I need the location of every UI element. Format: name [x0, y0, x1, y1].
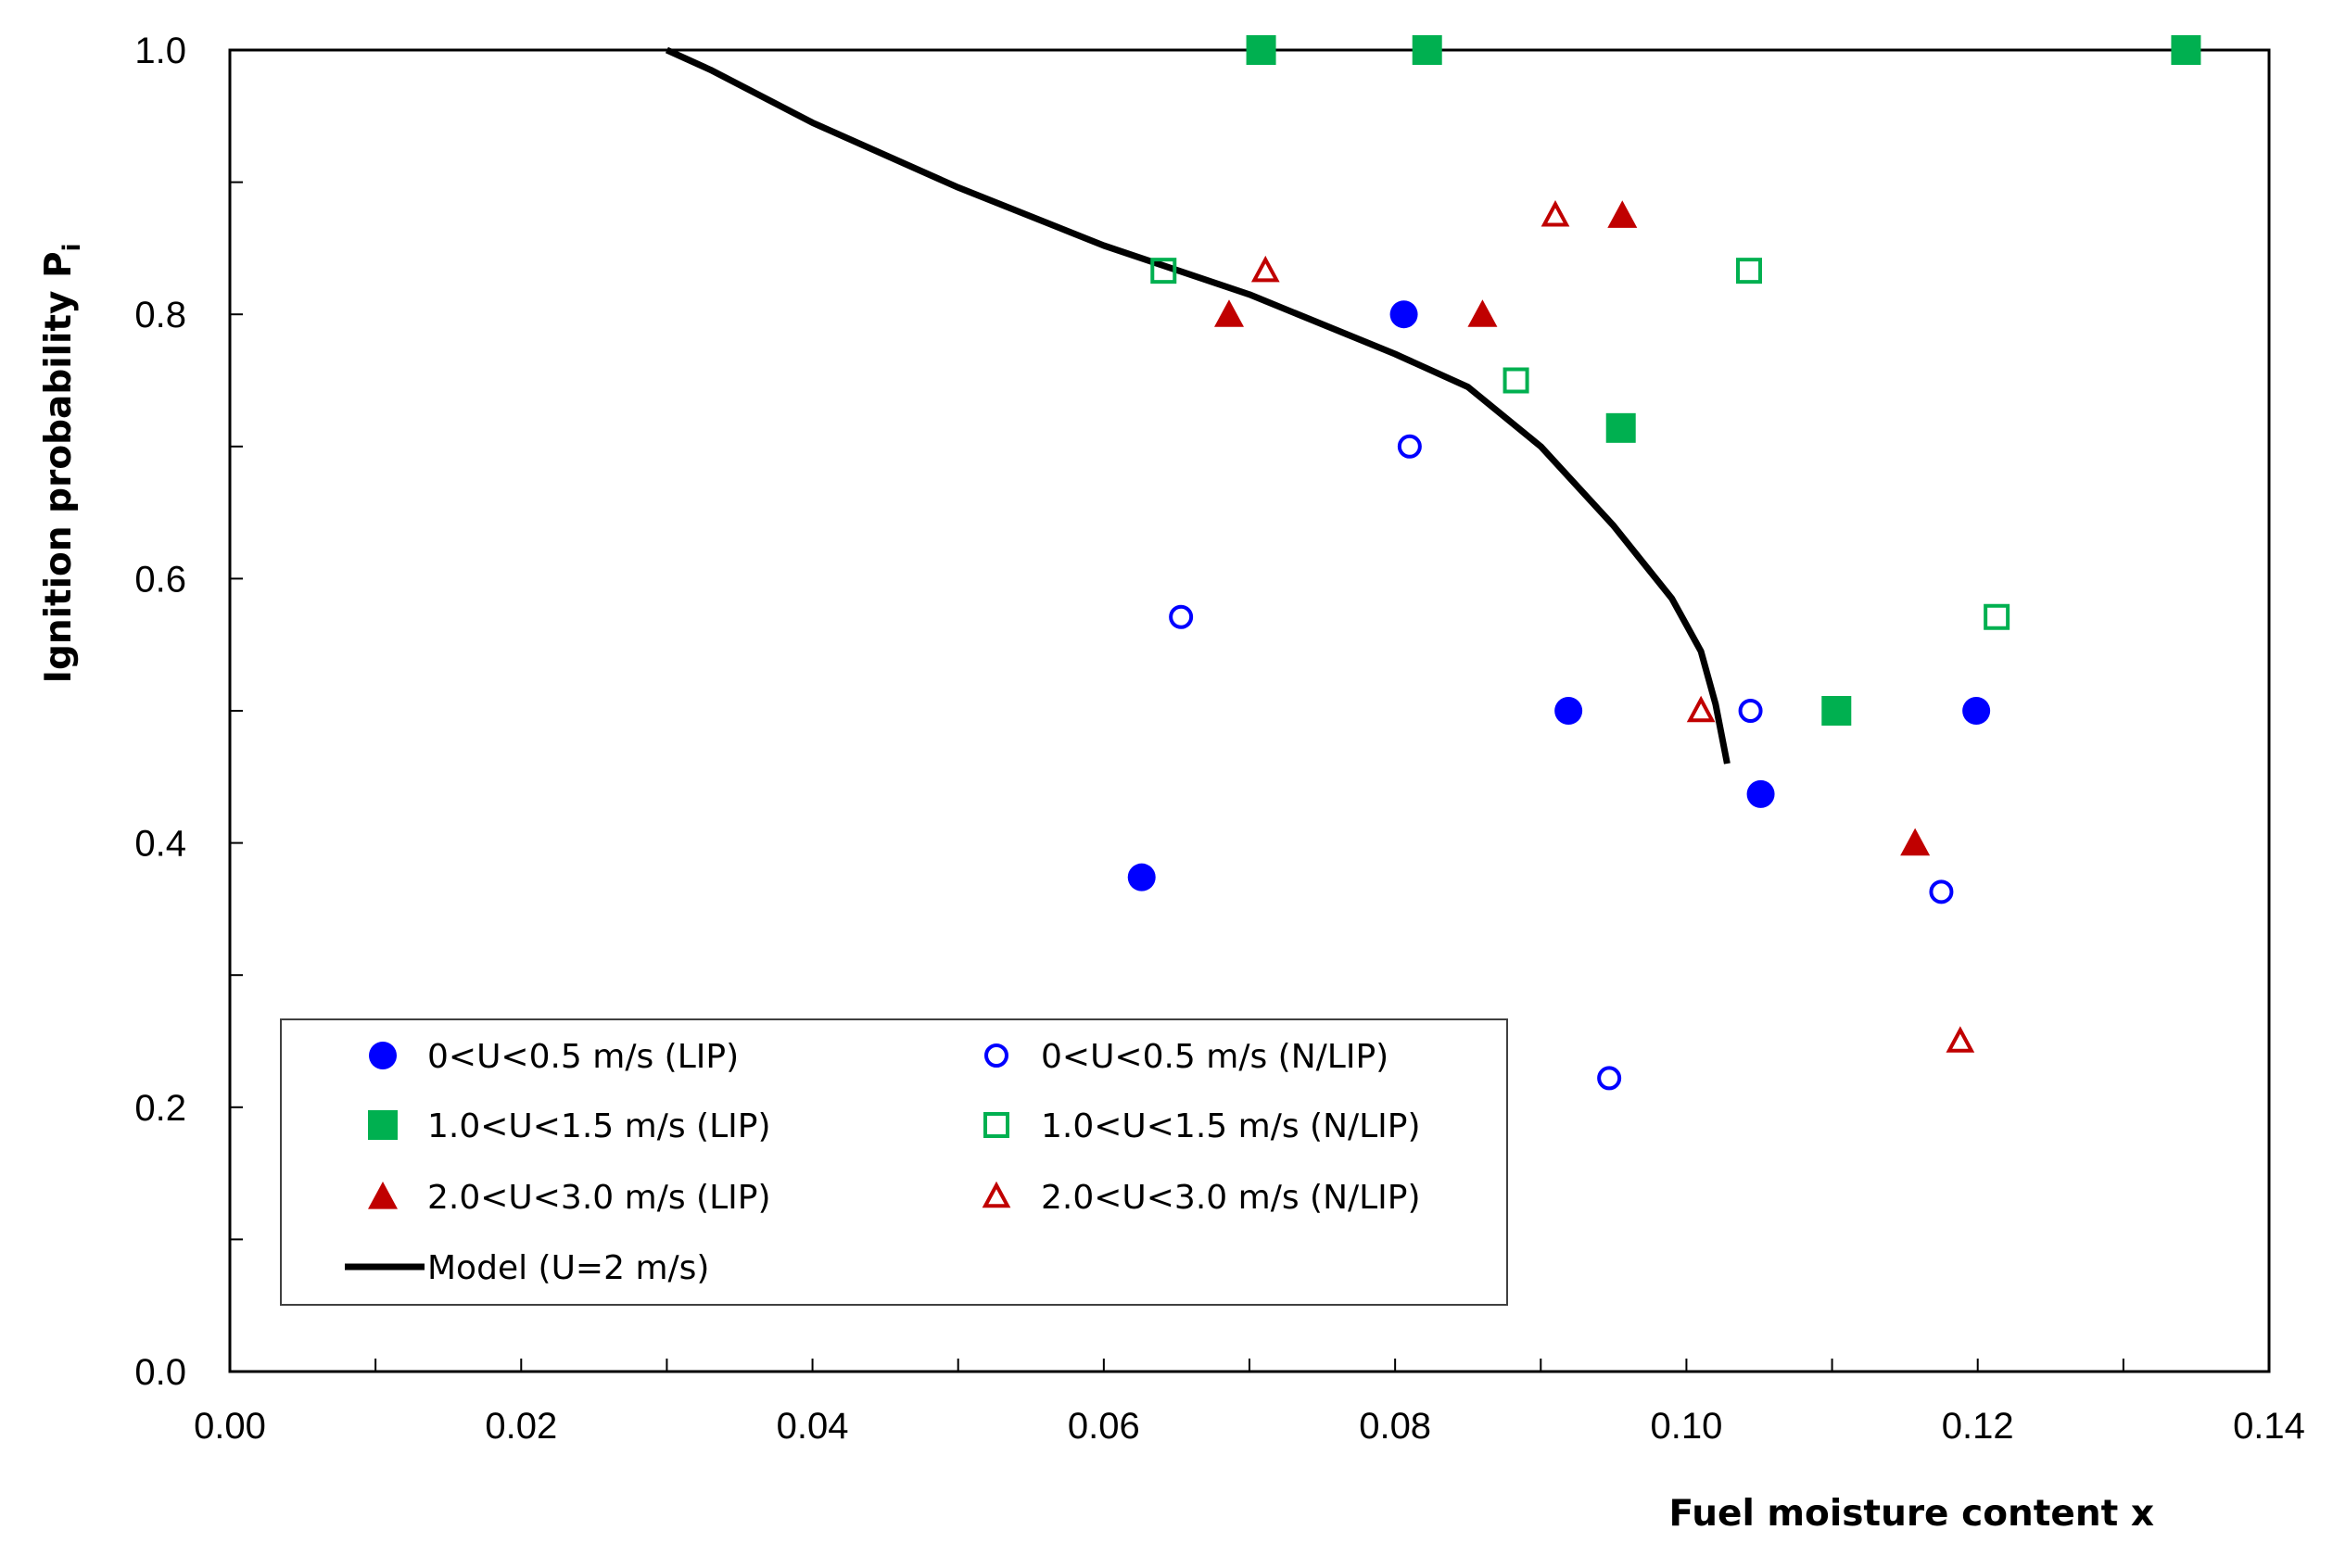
- legend-label: 1.0<U<1.5 m/s (LIP): [427, 1107, 771, 1145]
- data-point-series-1: [1397, 434, 1422, 459]
- data-point-series-1: [1169, 604, 1194, 629]
- x-axis-title: Fuel moisture content x: [1669, 1493, 2154, 1535]
- data-point-series-0: [1554, 697, 1583, 725]
- legend-swatch-series-2: [368, 1110, 398, 1140]
- data-points-layer: [1127, 35, 2201, 1091]
- data-point-series-2: [1246, 35, 1276, 65]
- data-point-series-5: [1250, 255, 1280, 283]
- y-tick-label: 1.0: [134, 31, 186, 71]
- legend-label: 1.0<U<1.5 m/s (N/LIP): [1041, 1107, 1421, 1145]
- y-axis-title: Ignition probability Pi: [38, 243, 86, 683]
- legend-label: 2.0<U<3.0 m/s (N/LIP): [1041, 1179, 1421, 1217]
- legend-label: 0<U<0.5 m/s (N/LIP): [1041, 1038, 1388, 1076]
- data-point-series-1: [1929, 879, 1954, 904]
- x-tick-label: 0.12: [1942, 1406, 2014, 1447]
- y-tick-label: 0.0: [134, 1352, 186, 1393]
- x-tick-label: 0.14: [2233, 1406, 2305, 1447]
- data-point-series-3: [1984, 603, 2010, 630]
- data-point-series-1: [1597, 1066, 1622, 1091]
- data-point-series-2: [2171, 35, 2201, 65]
- y-axis-title-subscript: i: [58, 243, 86, 251]
- data-point-series-4: [1607, 200, 1638, 228]
- legend-swatch-series-4: [368, 1182, 398, 1209]
- y-axis-title-main: Ignition probability P: [38, 251, 80, 683]
- data-point-series-3: [1736, 258, 1762, 285]
- legend-label: Model (U=2 m/s): [427, 1249, 709, 1287]
- y-tick-label: 0.8: [134, 295, 186, 335]
- data-point-series-4: [1214, 299, 1244, 327]
- legend-swatch-series-1: [984, 1043, 1008, 1068]
- data-point-series-0: [1746, 779, 1775, 808]
- x-tick-label: 0.06: [1068, 1406, 1140, 1447]
- data-point-series-3: [1150, 258, 1177, 285]
- y-tick-label: 0.4: [134, 824, 186, 865]
- data-point-series-0: [1389, 300, 1418, 329]
- legend: 0<U<0.5 m/s (LIP) 0<U<0.5 m/s (N/LIP) 1.0<…: [280, 1018, 1508, 1306]
- data-point-series-3: [1503, 367, 1529, 394]
- legend-swatch-series-0: [369, 1042, 397, 1069]
- model-line: [665, 46, 1731, 765]
- legend-label: 2.0<U<3.0 m/s (LIP): [427, 1179, 771, 1217]
- data-point-series-2: [1605, 412, 1636, 443]
- data-point-series-5: [1541, 200, 1570, 227]
- data-point-series-5: [1686, 695, 1716, 723]
- legend-swatch-series-3: [983, 1112, 1009, 1138]
- x-tick-label: 0.04: [777, 1406, 849, 1447]
- x-axis-ticks: 0.00 0.02 0.04 0.06 0.08 0.10 0.12 0.14: [194, 1359, 2305, 1447]
- y-tick-label: 0.6: [134, 559, 186, 600]
- data-point-series-2: [1412, 35, 1442, 65]
- x-tick-label: 0.00: [194, 1406, 266, 1447]
- legend-swatch-series-5: [982, 1181, 1011, 1208]
- x-tick-label: 0.02: [485, 1406, 557, 1447]
- y-axis-ticks: 0.0 0.2 0.4 0.6 0.8 1.0: [134, 31, 243, 1393]
- x-tick-label: 0.08: [1359, 1406, 1431, 1447]
- data-point-series-5: [1946, 1026, 1975, 1053]
- data-point-series-4: [1900, 828, 1931, 856]
- x-tick-label: 0.10: [1650, 1406, 1722, 1447]
- data-point-series-1: [1738, 699, 1763, 723]
- data-point-series-2: [1821, 696, 1852, 726]
- legend-label: 0<U<0.5 m/s (LIP): [427, 1038, 739, 1076]
- data-point-series-4: [1467, 299, 1498, 327]
- data-point-series-0: [1127, 863, 1156, 891]
- legend-entries: 0<U<0.5 m/s (LIP) 0<U<0.5 m/s (N/LIP) 1.0<…: [345, 1038, 1421, 1287]
- model-line-layer: [665, 46, 1731, 765]
- legend-box: [280, 1018, 1508, 1306]
- data-point-series-0: [1962, 697, 1991, 725]
- y-tick-label: 0.2: [134, 1088, 186, 1129]
